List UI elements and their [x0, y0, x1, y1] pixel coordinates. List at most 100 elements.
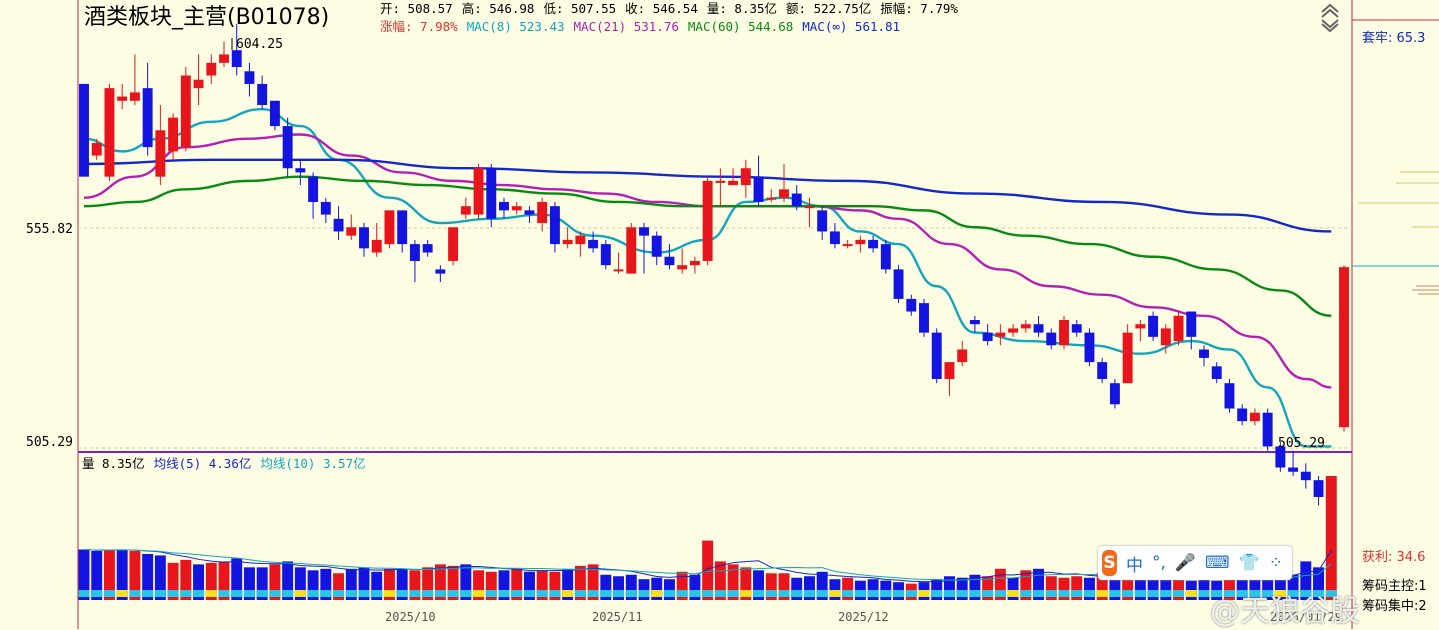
candle	[944, 362, 955, 396]
volume-bar-accent	[1007, 590, 1019, 597]
volume-bar-accent	[702, 590, 714, 597]
volume-bar	[727, 564, 739, 600]
volume-bar-accent	[1160, 590, 1172, 597]
volume-bar	[956, 577, 968, 600]
candle	[880, 239, 891, 274]
volume-bar	[91, 550, 103, 600]
candle-body	[524, 210, 535, 215]
candle	[346, 214, 357, 240]
ime-microphone-icon[interactable]: 🎤	[1174, 553, 1197, 573]
ma-line-mac8	[83, 108, 1332, 448]
volume-bar-accent	[231, 590, 243, 597]
candle	[486, 164, 497, 228]
candle	[1288, 450, 1299, 476]
candle-body	[639, 227, 649, 236]
candle-body	[944, 362, 955, 379]
volume-bar	[816, 571, 828, 600]
candle-body	[1008, 328, 1019, 333]
candle	[1084, 328, 1095, 367]
volume-bar-accent	[1147, 590, 1159, 597]
volume-bar-accent	[282, 590, 294, 597]
candle	[562, 227, 573, 249]
ime-keyboard-icon[interactable]: ⌨	[1205, 553, 1230, 573]
volume-bar-accent	[867, 590, 879, 597]
x-axis-labels: 2025/10 2025/11 2025/12 2026/01/29	[385, 610, 1342, 624]
candle	[1008, 324, 1019, 337]
candle	[677, 248, 688, 274]
volume-bar	[1325, 476, 1337, 600]
ime-skin-icon[interactable]: 👕	[1238, 553, 1260, 573]
candle	[549, 201, 560, 253]
volume-bar-accent	[434, 590, 446, 597]
candle-body	[906, 298, 917, 312]
candle-body	[1313, 480, 1324, 498]
candle	[320, 197, 331, 224]
ma-readout: 涨幅: 7.98% MAC(8) 523.43 MAC(21) 531.76 MAC(…	[380, 19, 900, 34]
volume-bar-accent	[854, 590, 866, 597]
candle	[460, 197, 471, 219]
volume-bar	[867, 579, 879, 600]
volume-bar-accent	[549, 590, 561, 597]
volume-bar-accent	[1223, 590, 1235, 597]
candle-body	[295, 168, 306, 173]
candle	[155, 104, 166, 186]
candle	[600, 239, 611, 270]
volume-bar	[740, 567, 752, 600]
volume-bar	[460, 564, 472, 600]
candle	[524, 206, 535, 224]
scroll-up-icon[interactable]	[1321, 3, 1339, 18]
candle-body	[817, 210, 828, 232]
candle-body	[117, 96, 128, 101]
candle-body	[384, 210, 395, 245]
volume-bar-accent	[142, 590, 154, 597]
candle	[168, 113, 179, 160]
candle	[129, 54, 140, 105]
chip-control: 筹码主控:1	[1362, 578, 1427, 594]
candle-body	[397, 210, 408, 245]
sogou-logo-icon[interactable]: S	[1102, 550, 1117, 576]
scroll-down-icon[interactable]	[1321, 19, 1339, 33]
ime-chinese-toggle[interactable]: 中	[1125, 555, 1143, 576]
candle	[664, 244, 675, 270]
ime-toolbar[interactable]: S 中 °, 🎤 ⌨ 👕 ⁘	[1098, 546, 1292, 580]
volume-bars-group	[78, 476, 1337, 600]
volume-bar	[523, 571, 535, 600]
volume-bar	[778, 573, 790, 600]
volume-bar	[129, 550, 141, 600]
volume-bar-accent	[1236, 590, 1248, 597]
candle-body	[180, 75, 191, 148]
volume-bar-accent	[256, 590, 268, 597]
volume-bar	[447, 565, 459, 600]
candle-body	[537, 201, 548, 224]
ime-punctuation-icon[interactable]: °,	[1151, 553, 1166, 573]
candle-body	[549, 206, 560, 245]
volume-bar-accent	[714, 590, 726, 597]
candle-body	[677, 265, 688, 270]
volume-bar-accent	[574, 590, 586, 597]
taolao-ratio: 套牢: 65.3	[1362, 30, 1425, 46]
candle-body	[460, 206, 471, 215]
volume-bar	[969, 574, 981, 600]
volume-bar-accent	[498, 590, 510, 597]
volume-readout: 量 8.35亿 均线(5) 4.36亿 均线(10) 3.57亿	[82, 456, 366, 471]
candle-body	[1275, 446, 1286, 468]
volume-bar	[791, 577, 803, 600]
ime-menu-icon[interactable]: ⁘	[1268, 553, 1283, 573]
candle-body	[588, 239, 599, 249]
volume-bar-accent	[638, 590, 650, 597]
candle	[244, 62, 255, 97]
volume-bar-accent	[523, 590, 535, 597]
volume-bar-accent	[1096, 590, 1108, 597]
volume-bar	[320, 568, 332, 600]
price-axis-upper-label: 555.82	[26, 222, 73, 237]
candle	[308, 172, 319, 219]
low-annotation: 505.29	[1278, 436, 1325, 451]
volume-bar	[574, 565, 586, 600]
volume-bar-accent	[1109, 590, 1121, 597]
volume-bar	[842, 577, 854, 600]
volume-bar-accent	[1058, 590, 1070, 597]
volume-bar-accent	[294, 590, 306, 597]
volume-bar	[638, 579, 650, 600]
ohlc-row-item: 量: 8.35亿	[707, 1, 777, 16]
